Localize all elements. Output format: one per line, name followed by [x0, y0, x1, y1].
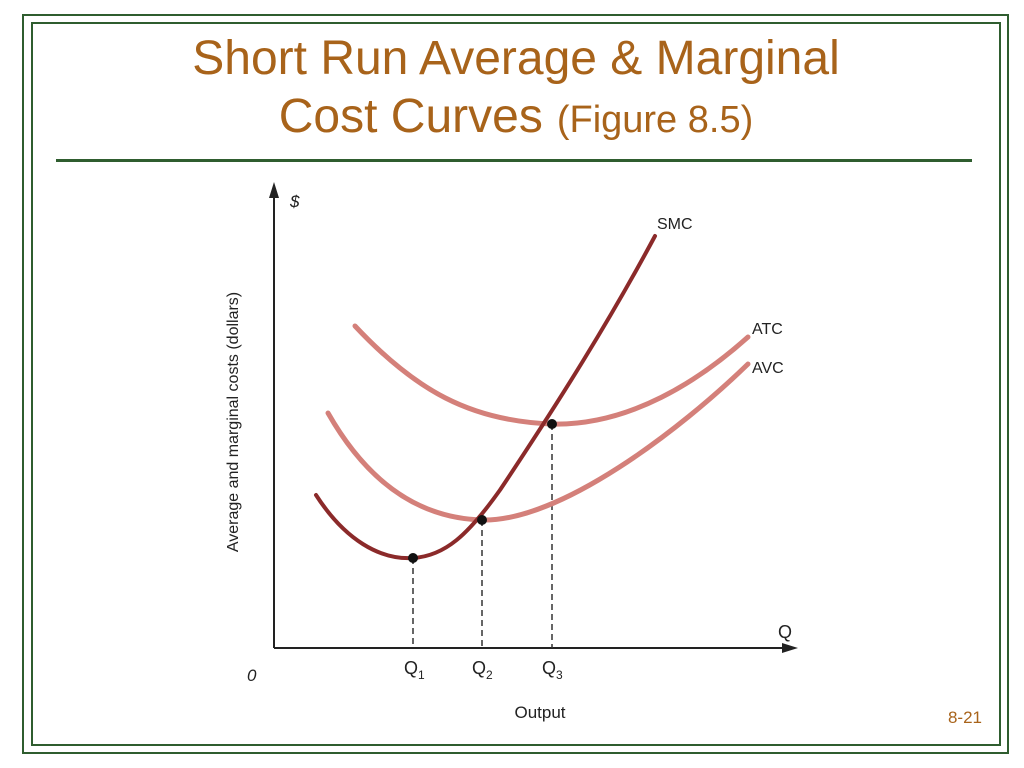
- origin-label: 0: [247, 666, 257, 685]
- tick-q3-main: Q: [542, 658, 556, 678]
- smc-min-point: [408, 553, 418, 563]
- title-line-1: Short Run Average & Marginal: [192, 32, 840, 85]
- tick-q3: Q3: [542, 658, 563, 682]
- title-line-2: Cost Curves (Figure 8.5): [31, 88, 1001, 149]
- atc-min-point: [547, 419, 557, 429]
- slide-frame-outer: [22, 14, 1009, 754]
- x-axis-label: Output: [514, 703, 565, 722]
- avc-label: AVC: [752, 360, 784, 377]
- avc-curve: [325, 361, 751, 523]
- atc-label: ATC: [752, 321, 783, 338]
- tick-q3-sub: 3: [556, 668, 563, 682]
- y-axis-symbol: $: [289, 192, 300, 211]
- y-axis-arrow: [269, 182, 279, 198]
- smc-label: SMC: [657, 216, 693, 233]
- tick-q1-main: Q: [404, 658, 418, 678]
- avc-min-point: [477, 515, 487, 525]
- y-axis-label: Average and marginal costs (dollars): [225, 292, 242, 552]
- slide-frame-inner: [31, 22, 1001, 746]
- slide-title: Short Run Average & Marginal Cost Curves…: [31, 30, 1001, 149]
- title-divider: [56, 159, 972, 162]
- tick-q2: Q2: [472, 658, 493, 682]
- tick-q2-sub: 2: [486, 668, 493, 682]
- tick-q1: Q1: [404, 658, 425, 682]
- page-number: 8-21: [947, 708, 982, 727]
- x-axis-symbol: Q: [778, 622, 792, 642]
- smc-curve: [314, 234, 657, 561]
- x-axis-arrow: [782, 643, 798, 653]
- tick-q1-sub: 1: [418, 668, 425, 682]
- title-main: Cost Curves: [278, 90, 543, 143]
- title-figure-ref: (Figure 8.5): [556, 99, 754, 141]
- tick-q2-main: Q: [472, 658, 486, 678]
